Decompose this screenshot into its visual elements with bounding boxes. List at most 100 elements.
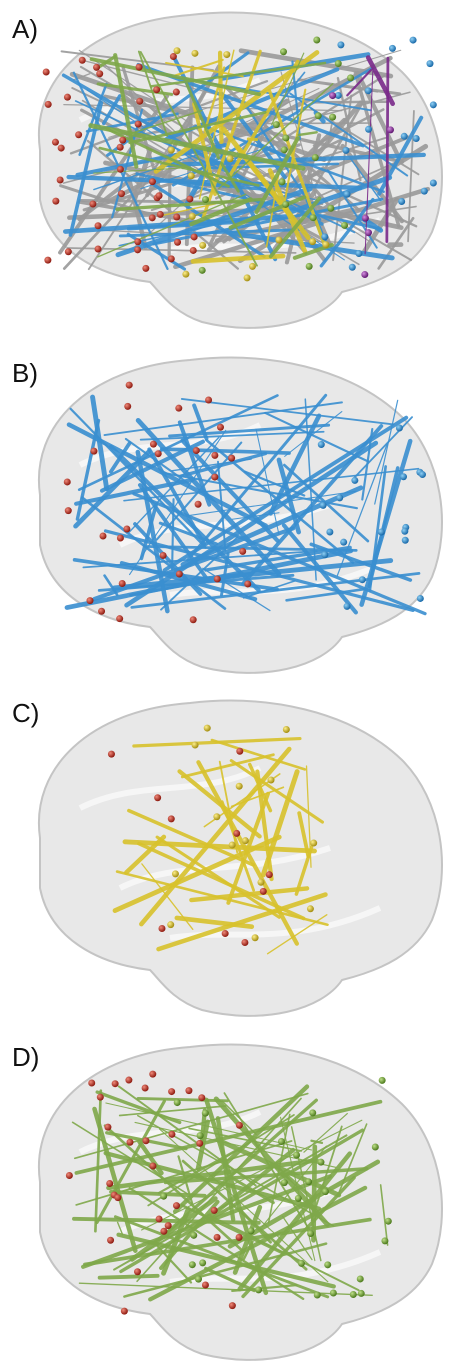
node (198, 1094, 205, 1101)
node (236, 783, 243, 790)
node (89, 200, 96, 207)
node (168, 1088, 175, 1095)
node (430, 180, 437, 187)
node (64, 94, 71, 101)
node (341, 222, 348, 229)
node (43, 68, 50, 75)
node (136, 98, 143, 105)
node (229, 841, 236, 848)
node (358, 1290, 365, 1297)
node (52, 198, 59, 205)
node (154, 794, 161, 801)
node (168, 146, 175, 153)
node (182, 271, 189, 278)
node (417, 595, 424, 602)
node (117, 535, 124, 542)
node (213, 813, 220, 820)
node (65, 507, 72, 514)
node (174, 47, 181, 54)
node (314, 1292, 321, 1299)
panel (39, 13, 442, 328)
figure: A) B) C) D) (0, 0, 456, 1361)
node (157, 211, 164, 218)
node (280, 48, 287, 55)
connection (100, 1276, 158, 1278)
node (199, 242, 206, 249)
node (90, 448, 97, 455)
node (126, 1139, 133, 1146)
node (100, 532, 107, 539)
node (351, 477, 358, 484)
node (142, 265, 149, 272)
node (190, 1232, 197, 1239)
node (248, 1227, 255, 1234)
node (149, 1162, 156, 1169)
node (57, 176, 64, 183)
node (309, 1109, 316, 1116)
node (189, 1261, 196, 1268)
node (58, 145, 65, 152)
panel-label: D) (12, 1042, 39, 1072)
node (136, 64, 143, 71)
panel-label: B) (12, 358, 38, 388)
node (119, 580, 126, 587)
panel (39, 1045, 442, 1360)
node (313, 37, 320, 44)
node (192, 742, 199, 749)
node (321, 233, 328, 240)
node (305, 1178, 312, 1185)
node (204, 725, 211, 732)
node (124, 403, 131, 410)
node (318, 441, 325, 448)
node (330, 1289, 337, 1296)
node (378, 528, 385, 535)
node (65, 248, 72, 255)
node (347, 74, 354, 81)
panel (39, 701, 442, 1016)
node (197, 1132, 204, 1139)
node (236, 748, 243, 755)
node (79, 57, 86, 64)
node (165, 1222, 172, 1229)
node (45, 101, 52, 108)
node (329, 114, 336, 121)
node (344, 191, 351, 198)
node (322, 241, 329, 248)
node (93, 64, 100, 71)
node (191, 233, 198, 240)
node (189, 213, 196, 220)
node (191, 50, 198, 57)
node (357, 1275, 364, 1282)
node (324, 1261, 331, 1268)
node (396, 424, 403, 431)
node (322, 1188, 329, 1195)
node (106, 1180, 113, 1187)
node (174, 239, 181, 246)
node (211, 452, 218, 459)
node (66, 1172, 73, 1179)
node (168, 1131, 175, 1138)
node (239, 548, 246, 555)
panel-label: A) (12, 14, 38, 44)
node (398, 198, 405, 205)
node (252, 934, 259, 941)
node (268, 777, 275, 784)
node (228, 455, 235, 462)
node (372, 1144, 379, 1151)
node (275, 237, 282, 244)
node (401, 133, 408, 140)
node (336, 494, 343, 501)
node (104, 1124, 111, 1131)
node (385, 1218, 392, 1225)
node (335, 60, 342, 67)
node (421, 188, 428, 195)
node (190, 616, 197, 623)
node (255, 1286, 262, 1293)
node (379, 1077, 386, 1084)
node (241, 939, 248, 946)
node (188, 172, 195, 179)
node (359, 576, 366, 583)
node (365, 126, 372, 133)
node (95, 222, 102, 229)
node (306, 263, 313, 270)
